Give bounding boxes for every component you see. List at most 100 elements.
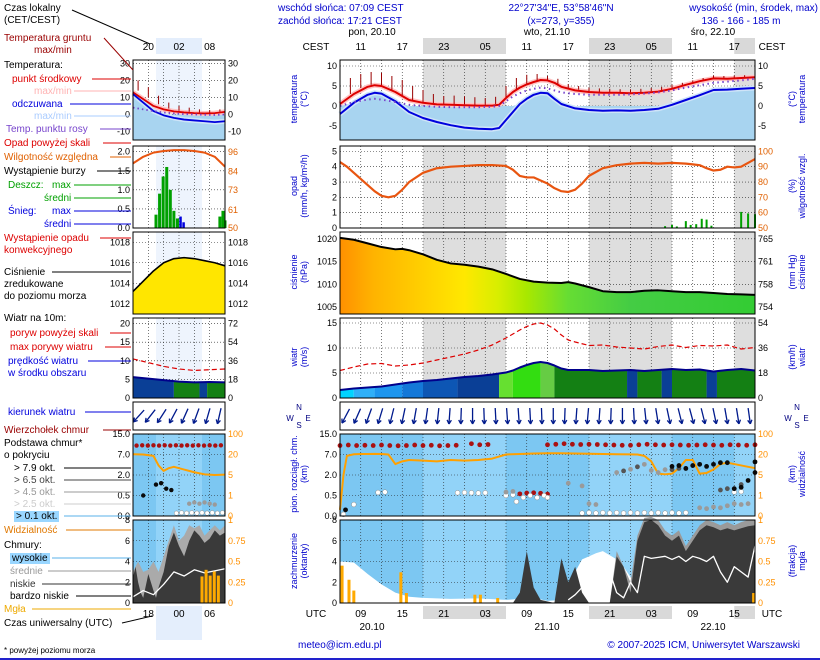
tick-label: 05 — [646, 42, 658, 53]
tick-label: 09 — [355, 609, 367, 620]
tick-label: 11 — [688, 42, 699, 53]
legend-item: Wystąpienie opadu — [4, 233, 89, 244]
tick-label: 1 — [758, 491, 763, 501]
legend-item: Opad powyżej skali — [4, 138, 91, 149]
tick-label: CEST — [759, 42, 786, 53]
tick-label: 03 — [480, 609, 492, 620]
legend-item: > 2.5 okt. — [14, 499, 56, 510]
tick-label: 70 — [758, 192, 768, 202]
legend-item: Deszcz: — [8, 180, 44, 191]
tick-label: UTC — [306, 609, 327, 620]
legend-item: w środku obszaru — [8, 368, 87, 379]
tick-label: 36 — [228, 356, 238, 366]
tick-label: 5 — [332, 146, 337, 156]
tick-label: 1012 — [228, 299, 248, 309]
compass-right: E — [803, 414, 808, 423]
grid-xy-text: (x=273, y=355) — [527, 16, 595, 27]
tick-label: 30 — [228, 58, 238, 68]
axis-title-zach-left: zachmurzenie (oktanty) — [289, 532, 309, 589]
tick-label: 21.10 — [534, 622, 559, 633]
legend-item: Widzialność — [4, 525, 58, 536]
tick-label: 17 — [729, 42, 741, 53]
legend-item: o pokryciu — [4, 450, 50, 461]
legend-item: bardzo niskie — [10, 591, 69, 602]
tick-label: 15.0 — [319, 429, 337, 439]
tick-label: 0 — [332, 223, 337, 233]
legend-item: do poziomu morza — [4, 291, 87, 302]
tick-label: 61 — [228, 205, 238, 215]
legend-item: Czas uniwersalny (UTC) — [4, 618, 113, 629]
panel-wiatr-main — [339, 317, 756, 399]
tick-label: 09 — [687, 609, 699, 620]
tick-label: 0.5 — [117, 491, 130, 501]
tick-label: 754 — [758, 302, 773, 312]
compass-right: N — [794, 403, 800, 412]
legend-item: > 6.5 okt. — [14, 475, 56, 486]
legend-item: zredukowane — [4, 279, 64, 290]
tick-label: 54 — [228, 337, 238, 347]
legend-item: średni — [44, 219, 72, 230]
tick-label: 54 — [758, 318, 768, 328]
legend-item: Temperatura gruntu — [4, 33, 92, 44]
sunset-text: zachód słońca: 17:21 CEST — [278, 16, 402, 27]
tick-label: 0 — [332, 598, 337, 608]
tick-label: 03 — [646, 609, 658, 620]
tick-label: 10 — [327, 61, 337, 71]
tick-label: -10 — [228, 126, 241, 136]
tick-label: 0 — [228, 598, 233, 608]
tick-label: 5 — [228, 470, 233, 480]
tick-label: 0.25 — [758, 577, 776, 587]
tick-label: 8 — [125, 515, 130, 525]
compass-left: E — [305, 414, 310, 423]
tick-label: 60 — [758, 208, 768, 218]
tick-label: 10 — [758, 61, 768, 71]
panel-temp-main — [338, 59, 756, 141]
tick-label: 765 — [758, 234, 773, 244]
tick-label: 100 — [758, 429, 773, 439]
tick-label: 73 — [228, 185, 238, 195]
tick-label: 20 — [228, 75, 238, 85]
tick-label: 11 — [356, 42, 367, 53]
tick-label: 0 — [758, 598, 763, 608]
tick-label: 0.0 — [117, 223, 130, 233]
legend-item: Czas lokalny — [4, 3, 61, 14]
legend-item: > 7.9 okt. — [14, 463, 56, 474]
tick-label: 50 — [228, 223, 238, 233]
panel-opad-mini — [132, 145, 227, 229]
legend-item: prędkość wiatru — [8, 356, 79, 367]
coordinates-text: 22°27'34"E, 53°58'46"N — [508, 3, 614, 14]
copyright-text: © 2007-2025 ICM, Uniwersytet Warszawski — [607, 640, 800, 651]
legend-item: Temp. punktu rosy — [6, 124, 88, 135]
legend-item: max/min — [34, 45, 72, 56]
contact-email-link[interactable]: meteo@icm.edu.pl — [298, 640, 382, 651]
tick-label: 30 — [120, 58, 130, 68]
axis-title-zach-right: (frakcja) mgła — [787, 544, 807, 577]
tick-label: 6 — [332, 536, 337, 546]
tick-label: 18 — [143, 609, 155, 620]
tick-label: 15 — [397, 609, 409, 620]
legend-item: Temperatura: — [4, 60, 63, 71]
tick-label: 0 — [228, 109, 233, 119]
legend-item: Śnieg: — [8, 206, 37, 217]
tick-label: 5 — [758, 470, 763, 480]
panel-cisn-mini — [132, 231, 226, 315]
tick-label: 0 — [332, 101, 337, 111]
legend-item: średnie — [10, 566, 43, 577]
tick-label: 1 — [228, 515, 233, 525]
tick-label: 0 — [125, 598, 130, 608]
legend-item: poryw powyżej skali — [10, 328, 99, 339]
compass-left: W — [286, 414, 294, 423]
tick-label: 5 — [332, 81, 337, 91]
legend-item: kierunek wiatru — [8, 407, 76, 418]
legend-item: Wiatr na 10m: — [4, 313, 67, 324]
tick-label: 15 — [327, 318, 337, 328]
tick-label: 4 — [332, 162, 337, 172]
tick-label: 84 — [228, 167, 238, 177]
legend-item: Wierzchołek chmur — [4, 425, 90, 436]
tick-label: UTC — [762, 609, 783, 620]
tick-label: 21 — [604, 609, 616, 620]
tick-label: 0 — [758, 511, 763, 521]
panel-temp-mini — [131, 59, 226, 141]
